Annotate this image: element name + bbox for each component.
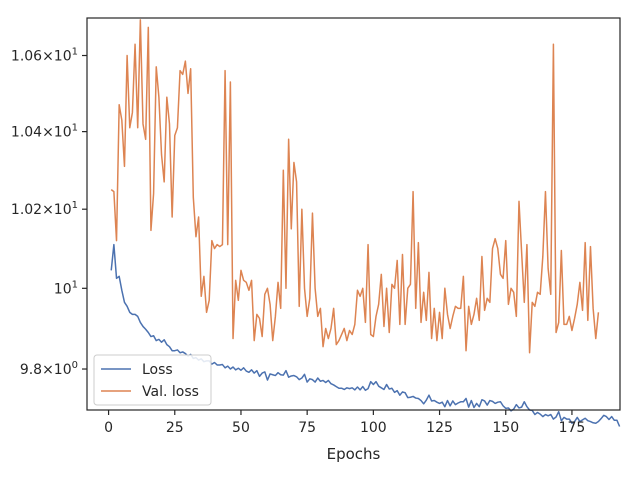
x-axis-label: Epochs: [327, 445, 381, 463]
y-tick-label: 1.06×101: [11, 47, 78, 65]
legend-label: Loss: [142, 362, 173, 378]
x-tick-label: 50: [232, 420, 250, 436]
x-tick-label: 25: [166, 420, 184, 436]
legend-label: Val. loss: [142, 384, 199, 400]
legend-box: [93, 354, 212, 406]
x-tick-label: 125: [426, 420, 453, 436]
plot-background: [87, 18, 620, 410]
y-tick-label: 1.02×101: [11, 200, 78, 218]
y-tick-label: 9.8×100: [20, 360, 78, 378]
x-axis: 0 25 50 75 100 125 150 175: [104, 410, 585, 436]
x-tick-label: 100: [360, 420, 387, 436]
y-tick-label: 1.04×101: [11, 123, 78, 141]
y-axis: 9.8×100 101 1.02×101 1.04×101 1.06×101: [11, 47, 87, 378]
series-line-1: [110, 19, 600, 354]
x-tick-label: 175: [559, 420, 586, 436]
legend: Loss Val. loss: [93, 354, 212, 406]
y-tick-label: 101: [54, 279, 78, 297]
x-tick-label: 75: [298, 420, 316, 436]
plot-frame: [86, 17, 621, 411]
x-tick-label: 0: [104, 420, 113, 436]
x-tick-label: 150: [492, 420, 519, 436]
